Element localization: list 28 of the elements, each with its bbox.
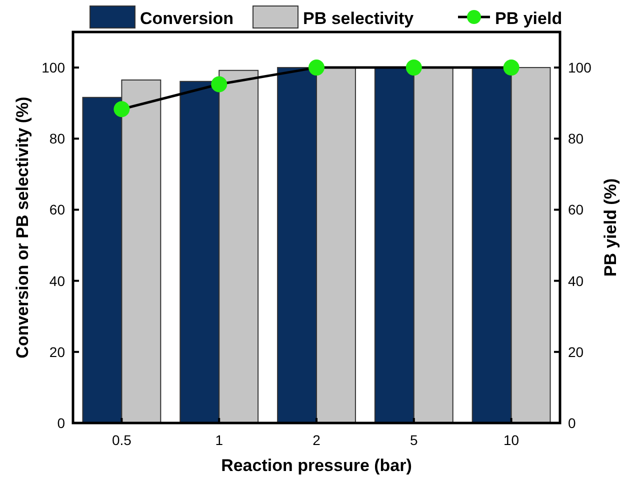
y2-axis-title: PB yield (%) bbox=[601, 178, 620, 277]
y-tick-label: 0 bbox=[57, 415, 66, 431]
x-tick-label: 1 bbox=[215, 432, 224, 448]
y2-tick-label: 40 bbox=[568, 272, 584, 289]
x-tick-label: 2 bbox=[312, 432, 321, 448]
y2-tick-label: 0 bbox=[568, 415, 576, 431]
y-tick-label: 100 bbox=[42, 60, 66, 76]
x-tick-label: 0.5 bbox=[112, 432, 132, 448]
y2-tick-label: 20 bbox=[568, 344, 584, 360]
legend-label: PB selectivity bbox=[303, 9, 414, 28]
x-tick-label: 10 bbox=[504, 432, 520, 448]
point bbox=[114, 101, 130, 118]
y-tick-label: 60 bbox=[49, 202, 66, 218]
y-tick-label: 40 bbox=[49, 272, 66, 289]
legend-label: PB yield bbox=[495, 9, 562, 28]
point bbox=[308, 60, 324, 76]
point bbox=[211, 76, 228, 92]
y2-tick-label: 100 bbox=[568, 60, 592, 76]
point bbox=[503, 60, 520, 76]
point bbox=[406, 60, 422, 76]
legend-label: Conversion bbox=[140, 9, 234, 28]
y-tick-label: 20 bbox=[49, 344, 66, 360]
y-axis-title: Conversion or PB selectivity (%) bbox=[13, 96, 32, 358]
y2-tick-label: 80 bbox=[568, 130, 584, 147]
y-tick-label: 80 bbox=[49, 130, 66, 147]
x-tick-label: 5 bbox=[410, 432, 418, 448]
y2-tick-label: 60 bbox=[568, 202, 584, 218]
x-axis-title: Reaction pressure (bar) bbox=[221, 456, 412, 475]
